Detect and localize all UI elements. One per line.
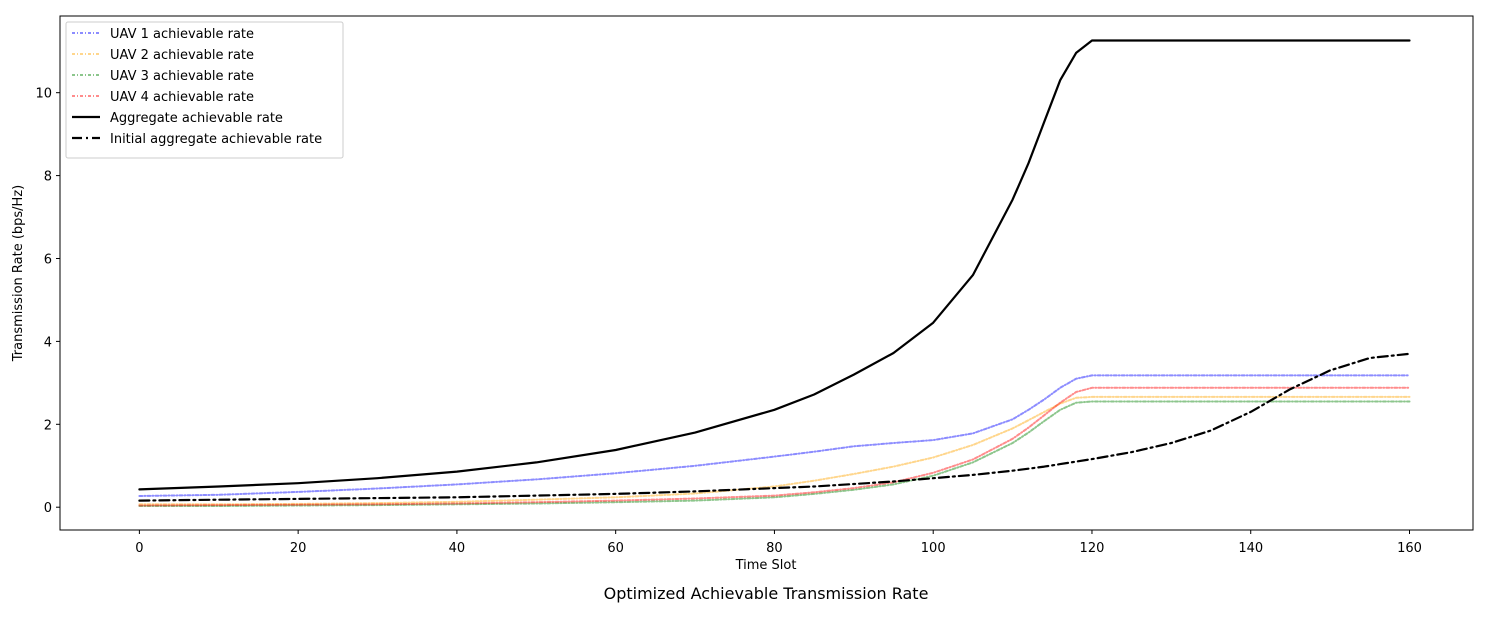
x-tick-label: 160 xyxy=(1397,541,1422,556)
legend-label-uav-1-achievable-rate: UAV 1 achievable rate xyxy=(110,27,254,42)
plot-frame xyxy=(59,15,1474,531)
y-axis-label: Transmission Rate (bps/Hz) xyxy=(11,185,26,362)
x-tick-label: 0 xyxy=(135,541,143,556)
x-tick-label: 60 xyxy=(607,541,624,556)
x-tick-label: 20 xyxy=(290,541,307,556)
series-line-uav-2-achievable-rate xyxy=(138,395,1411,506)
y-tick-label: 2 xyxy=(44,418,52,433)
series-line-initial-aggregate-achievable-rate xyxy=(138,352,1411,502)
legend-label-uav-3-achievable-rate: UAV 3 achievable rate xyxy=(110,69,254,84)
y-tick-label: 4 xyxy=(44,335,52,350)
legend-label-uav-4-achievable-rate: UAV 4 achievable rate xyxy=(110,90,254,105)
y-tick-label: 10 xyxy=(35,87,52,102)
legend-label-aggregate-achievable-rate: Aggregate achievable rate xyxy=(110,111,283,126)
x-tick-label: 120 xyxy=(1080,541,1105,556)
chart-caption: Optimized Achievable Transmission Rate xyxy=(604,584,929,603)
series-line-uav-3-achievable-rate xyxy=(138,400,1411,507)
y-tick-label: 8 xyxy=(44,170,52,185)
x-tick-label: 140 xyxy=(1238,541,1263,556)
x-tick-label: 80 xyxy=(766,541,783,556)
x-tick-label: 40 xyxy=(449,541,466,556)
legend-label-initial-aggregate-achievable-rate: Initial aggregate achievable rate xyxy=(110,132,322,147)
y-tick-label: 0 xyxy=(44,501,52,516)
ticks-layer: 0 20 40 60 80 100 120 140 160 0 2 4 6 8 10 xyxy=(35,87,1421,556)
series-line-uav-4-achievable-rate xyxy=(138,386,1411,507)
legend-label-uav-2-achievable-rate: UAV 2 achievable rate xyxy=(110,48,254,63)
legend: UAV 1 achievable rate UAV 2 achievable ra… xyxy=(65,21,344,159)
series-line-uav-1-achievable-rate xyxy=(138,374,1411,497)
series-layer xyxy=(138,39,1411,507)
x-tick-label: 100 xyxy=(921,541,946,556)
series-line-aggregate-achievable-rate xyxy=(138,39,1411,491)
x-axis-label: Time Slot xyxy=(735,558,797,573)
y-tick-label: 6 xyxy=(44,252,52,267)
legend-box xyxy=(65,21,344,159)
